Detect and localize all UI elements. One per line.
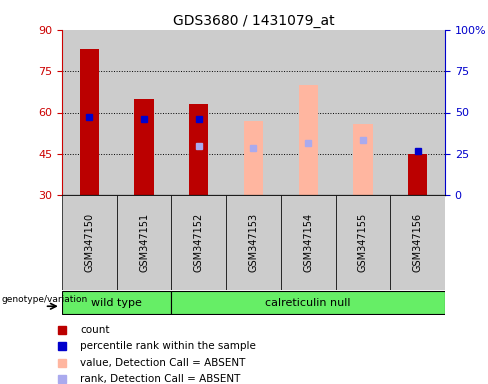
Bar xyxy=(390,30,445,195)
Text: rank, Detection Call = ABSENT: rank, Detection Call = ABSENT xyxy=(81,374,241,384)
Text: GSM347152: GSM347152 xyxy=(194,213,204,272)
Bar xyxy=(281,30,336,195)
Bar xyxy=(80,49,99,195)
Bar xyxy=(62,291,171,314)
Bar xyxy=(117,30,171,195)
Bar xyxy=(171,30,226,195)
Bar xyxy=(390,195,445,290)
Text: GSM347150: GSM347150 xyxy=(84,213,94,272)
Bar xyxy=(171,195,226,290)
Bar xyxy=(408,154,427,195)
Bar xyxy=(226,30,281,195)
Bar xyxy=(336,195,390,290)
Bar xyxy=(244,121,263,195)
Bar xyxy=(281,195,336,290)
Bar xyxy=(135,99,154,195)
Text: GSM347156: GSM347156 xyxy=(413,213,423,272)
Bar xyxy=(336,30,390,195)
Text: GSM347151: GSM347151 xyxy=(139,213,149,272)
Text: wild type: wild type xyxy=(91,298,142,308)
Text: GSM347154: GSM347154 xyxy=(303,213,313,272)
Text: calreticulin null: calreticulin null xyxy=(265,298,351,308)
Text: value, Detection Call = ABSENT: value, Detection Call = ABSENT xyxy=(81,358,246,368)
Bar xyxy=(353,124,372,195)
Bar xyxy=(62,195,117,290)
Text: count: count xyxy=(81,325,110,335)
Text: genotype/variation: genotype/variation xyxy=(1,295,87,304)
Bar xyxy=(62,30,117,195)
Title: GDS3680 / 1431079_at: GDS3680 / 1431079_at xyxy=(173,13,334,28)
Bar xyxy=(171,291,445,314)
Text: GSM347153: GSM347153 xyxy=(248,213,259,272)
Bar xyxy=(117,195,171,290)
Bar xyxy=(299,85,318,195)
Text: percentile rank within the sample: percentile rank within the sample xyxy=(81,341,256,351)
Text: GSM347155: GSM347155 xyxy=(358,213,368,272)
Bar xyxy=(189,104,208,195)
Bar xyxy=(226,195,281,290)
